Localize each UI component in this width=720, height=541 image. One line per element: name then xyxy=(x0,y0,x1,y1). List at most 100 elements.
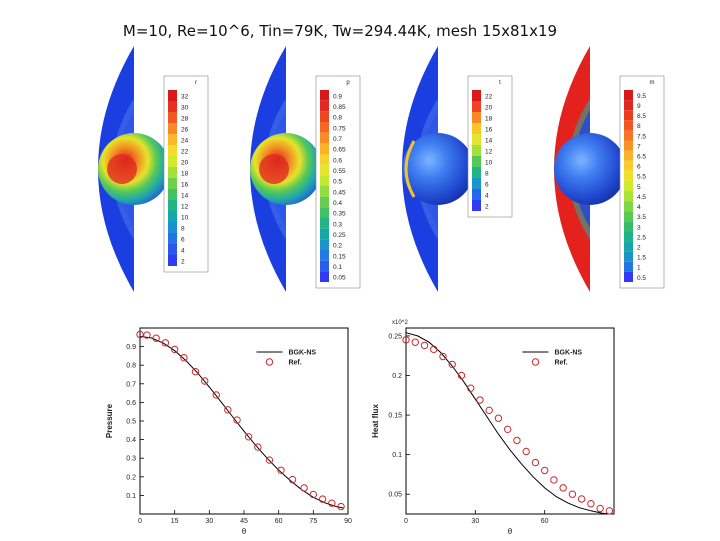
contour-svg-mach: 9.5 9 8.5 8 7.5 7 6.5 6 5.5 5 4.5 4 3.5 3 2.5 2 1.5 1 0.5 m xyxy=(554,46,665,292)
legend-swatch xyxy=(168,123,177,134)
legend-level-label: 0.6 xyxy=(333,157,342,164)
x-axis-label: θ xyxy=(508,527,513,536)
legend-level-label: 10 xyxy=(181,215,189,222)
ref-data-point xyxy=(457,371,466,380)
legend-level-label: 22 xyxy=(485,94,493,101)
legend-level-label: 24 xyxy=(181,138,189,145)
legend-level-label: 18 xyxy=(485,116,493,123)
legend-level-label: 1.5 xyxy=(637,255,646,262)
legend-swatch xyxy=(320,175,329,186)
contour-svg-temperature: 22 20 18 16 14 12 10 8 6 4 2 t xyxy=(402,46,513,292)
ref-data-point xyxy=(540,466,549,475)
legend-swatch xyxy=(624,180,633,192)
legend-swatch xyxy=(168,145,177,156)
ref-data-point xyxy=(161,339,170,347)
legend-swatch xyxy=(624,211,633,222)
legend-level-label: 0.35 xyxy=(333,211,346,218)
legend-swatch xyxy=(472,200,481,211)
legend-swatch xyxy=(624,160,633,171)
legend-level-label: 3.5 xyxy=(637,214,646,221)
legend-level-label: 7 xyxy=(637,143,641,150)
legend-level-label: 12 xyxy=(181,204,189,211)
ref-data-point xyxy=(328,499,336,507)
legend-level-label: 12 xyxy=(485,149,493,156)
legend-swatch xyxy=(472,101,481,112)
legend-level-label: 2 xyxy=(637,244,641,251)
legend-variable-label: r xyxy=(195,80,197,86)
y-tick-label: 0.1 xyxy=(126,493,136,500)
y-tick-label: 0.25 xyxy=(388,333,402,340)
legend-swatch xyxy=(472,123,481,134)
ref-data-point xyxy=(550,476,558,484)
legend-swatch xyxy=(320,196,329,208)
legend-level-label: 2 xyxy=(181,259,185,266)
contour-panel-density: 32 30 28 26 24 22 20 18 16 14 12 10 8 6 4 2 r xyxy=(88,40,238,298)
legend-level-label: 6.5 xyxy=(637,154,646,161)
ref-data-point xyxy=(318,495,327,503)
legend-swatch xyxy=(320,207,329,218)
x-tick-label: 75 xyxy=(309,518,317,525)
stagnation-hot-spot xyxy=(259,154,289,184)
contour-row: 32 30 28 26 24 22 20 18 16 14 12 10 8 6 4 2 r 0.9 0.85 0.8… xyxy=(88,40,708,298)
legend-swatch xyxy=(472,90,481,101)
contour-svg-pressure: 0.9 0.85 0.8 0.75 0.7 0.65 0.6 0.55 0.5 0.45 0.4 0.… xyxy=(250,46,361,292)
y-tick-label: 0.7 xyxy=(126,381,136,388)
legend-swatch xyxy=(472,178,481,189)
x-tick-label: 0 xyxy=(404,518,408,525)
ref-data-point xyxy=(212,391,220,399)
legend-level-label: 0.2 xyxy=(333,243,342,250)
contour-panel-temperature: 22 20 18 16 14 12 10 8 6 4 2 t xyxy=(392,40,542,298)
legend-level-label: 8 xyxy=(485,171,489,178)
legend-swatch xyxy=(320,271,329,282)
legend-swatch xyxy=(624,130,633,141)
legend-level-label: 9.5 xyxy=(637,93,646,100)
legend-swatch xyxy=(320,122,329,133)
x-tick-label: 60 xyxy=(275,518,283,525)
legend-level-label: 0.65 xyxy=(333,147,346,154)
legend-level-label: 2 xyxy=(485,204,489,211)
y-tick-label: 0.3 xyxy=(126,456,136,463)
figure-title: M=10, Re=10^6, Tin=79K, Tw=294.44K, mesh… xyxy=(122,22,558,40)
ref-data-point xyxy=(265,456,274,464)
sphere-surface xyxy=(402,133,474,205)
x-tick-label: 30 xyxy=(205,518,213,525)
legend-swatch xyxy=(168,112,177,123)
legend-level-label: 0.5 xyxy=(333,179,342,186)
legend-swatch xyxy=(320,164,329,176)
ref-data-point xyxy=(559,484,567,492)
ref-data-point xyxy=(224,406,232,414)
legend-level-label: 4 xyxy=(637,204,641,211)
ref-data-point xyxy=(568,490,577,498)
y-axis-label: Heat flux xyxy=(371,404,380,438)
legend-level-label: 30 xyxy=(181,105,189,112)
legend-swatch xyxy=(168,156,177,167)
ref-data-point xyxy=(420,341,429,350)
x-tick-label: 0 xyxy=(138,518,142,525)
legend-level-label: 9 xyxy=(637,103,641,110)
legend-level-label: 0.4 xyxy=(333,200,342,207)
x-tick-label: 90 xyxy=(344,518,352,525)
legend-level-label: 0.9 xyxy=(333,93,342,100)
legend-level-label: 22 xyxy=(181,149,189,156)
legend-swatch xyxy=(320,250,329,261)
legend-level-label: 14 xyxy=(181,193,189,200)
legend-level-label: 3 xyxy=(637,224,641,231)
legend-swatch xyxy=(624,271,633,282)
legend-swatch xyxy=(624,221,633,232)
legend-level-label: 0.8 xyxy=(333,115,342,122)
legend-level-label: 6 xyxy=(637,164,641,171)
ref-data-point xyxy=(596,504,604,513)
legend-level-label: 0.45 xyxy=(333,189,346,196)
legend-marker-sample xyxy=(265,358,274,366)
legend-label-bgk-ns: BGK-NS xyxy=(554,350,582,357)
heat-flux-chart-svg: 0 30 60 0.05 0.1 0.15 0.2 0.25 θ Heat flux x10^2 BG… xyxy=(371,320,615,536)
ref-data-point xyxy=(288,475,297,484)
ref-data-point xyxy=(244,433,253,441)
ref-data-point xyxy=(587,500,595,508)
legend-swatch xyxy=(168,255,177,266)
legend-level-label: 0.55 xyxy=(333,168,346,175)
contour-svg-density: 32 30 28 26 24 22 20 18 16 14 12 10 8 6 4 2 r xyxy=(98,46,209,292)
legend-marker-sample xyxy=(531,358,540,366)
legend-swatch xyxy=(320,218,329,229)
legend-swatch xyxy=(168,134,177,145)
